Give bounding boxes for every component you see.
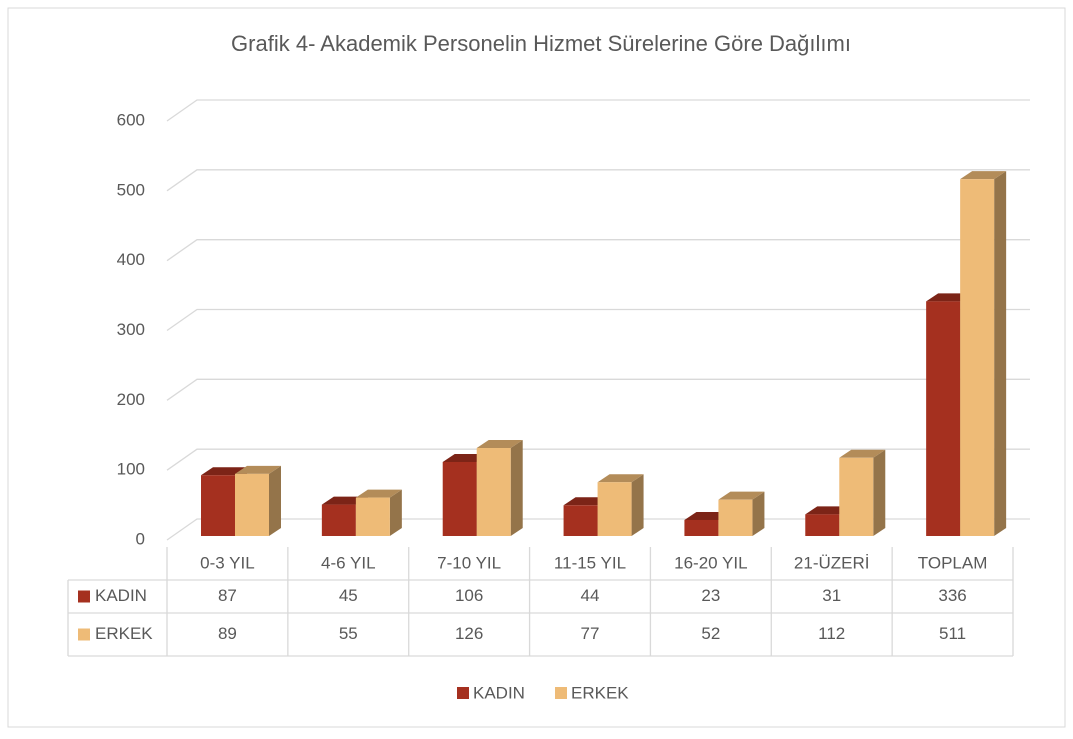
bar-top (839, 449, 886, 458)
table-cell: 511 (939, 624, 966, 643)
table-cell: 336 (938, 586, 966, 605)
bar-top (476, 440, 523, 449)
grid-line (166, 308, 1030, 332)
table-cell: 52 (701, 624, 720, 643)
bar-side (269, 465, 281, 536)
table-cell: 55 (339, 624, 358, 643)
bar (718, 499, 753, 536)
x-tick-label: 11-15 YIL (554, 553, 626, 572)
table-legend-swatch (78, 590, 90, 603)
bar (805, 514, 840, 536)
bar (839, 457, 874, 536)
y-tick-label: 500 (117, 180, 145, 199)
bar (684, 519, 719, 536)
table-cell: 45 (339, 586, 358, 605)
bar-side (389, 489, 402, 536)
bar (476, 448, 511, 536)
legend-swatch (555, 687, 567, 699)
bar-top (235, 465, 281, 474)
x-tick-label: TOPLAM (918, 553, 988, 572)
x-tick-label: 7-10 YIL (437, 553, 501, 572)
grid-line (166, 239, 1030, 262)
bar-side (994, 171, 1007, 536)
table-cell: 23 (701, 586, 720, 605)
table-row-label: ERKEK (95, 624, 153, 643)
grid-line (166, 448, 1030, 471)
y-tick-label: 0 (136, 529, 145, 548)
bar (235, 473, 269, 536)
table-cell: 31 (822, 586, 841, 605)
bar-top (718, 491, 765, 500)
y-tick-label: 300 (117, 320, 145, 339)
bar-side (752, 491, 765, 536)
table-cell: 89 (218, 624, 237, 643)
y-tick-label: 600 (117, 110, 145, 129)
bar-side (510, 440, 523, 536)
bar-top (597, 474, 644, 483)
table-row-label: KADIN (95, 586, 147, 605)
bar (321, 504, 356, 536)
table-cell: 87 (218, 586, 237, 605)
y-tick-label: 200 (117, 390, 145, 409)
bar (597, 482, 632, 536)
table-cell: 106 (455, 586, 483, 605)
table-legend-swatch (78, 628, 90, 641)
grid-line (166, 169, 1030, 192)
x-tick-label: 0-3 YIL (200, 553, 255, 572)
y-tick-label: 400 (117, 250, 145, 269)
bar-top (201, 467, 247, 476)
legend-label: KADIN (473, 683, 525, 702)
table-cell: 77 (581, 624, 600, 643)
bar (960, 179, 995, 536)
y-tick-label: 100 (117, 460, 145, 479)
bar (926, 301, 961, 536)
table-cell: 44 (581, 586, 600, 605)
bar (442, 461, 477, 536)
chart-border (7, 7, 1066, 728)
bar-top (960, 171, 1007, 180)
table-cell: 112 (818, 624, 845, 643)
x-tick-label: 16-20 YIL (674, 553, 747, 572)
bar (355, 497, 390, 536)
grid-line (166, 99, 1030, 122)
bar-side (631, 474, 644, 536)
x-tick-label: 4-6 YIL (321, 553, 376, 572)
x-tick-label: 21-ÜZERİ (794, 553, 870, 572)
legend-swatch (457, 687, 469, 699)
bar (201, 475, 235, 536)
bar (563, 505, 598, 536)
chart-title: Grafik 4- Akademik Personelin Hizmet Sür… (231, 31, 851, 56)
grid-line (166, 378, 1030, 401)
legend-label: ERKEK (571, 683, 629, 702)
bar-top (355, 489, 402, 498)
table-cell: 126 (455, 624, 483, 643)
bar-side (873, 449, 886, 536)
